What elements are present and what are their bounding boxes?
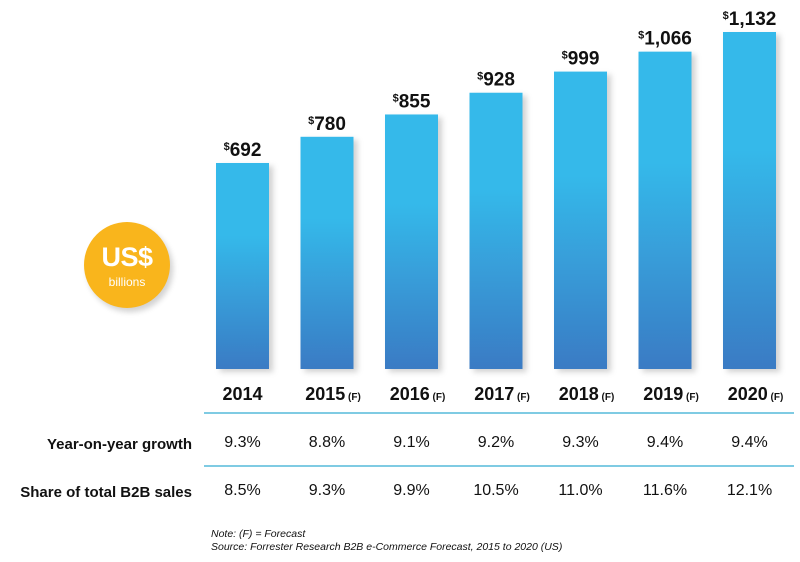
x-tick-label-2016: 2016 (F) (390, 384, 446, 404)
table-cell: 9.4% (731, 434, 768, 451)
bar-value-label-2020: $1,132 (723, 9, 777, 30)
row-label-yoy-growth: Year-on-year growth (46, 436, 192, 453)
bars (216, 32, 776, 370)
bar-value-label-2015: $780 (308, 114, 346, 135)
table-cell: 9.9% (393, 482, 430, 499)
table-cell: 8.5% (224, 482, 261, 499)
bar-value-label-2014: $692 (224, 140, 262, 161)
x-tick-label-2015: 2015 (F) (305, 384, 361, 404)
currency-label: US$ (101, 242, 153, 272)
bar-value-label-2016: $855 (393, 91, 431, 112)
x-tick-label-2018: 2018 (F) (559, 384, 615, 404)
bar-2017 (469, 92, 523, 369)
bar-2014 (216, 162, 269, 369)
bar-value-label-2017: $928 (477, 70, 515, 91)
bar-2020 (723, 32, 776, 369)
x-axis-year-labels: 2014 2015 (F) 2016 (F) 2017 (F) 2018 (F) 2019… (222, 384, 783, 404)
bar-value-labels: $692 $780 $855 $928 $999 $1,066 $1,132 (224, 9, 777, 161)
divider-middle (204, 465, 794, 467)
x-tick-label-2019: 2019 (F) (643, 384, 699, 404)
table-cell: 9.3% (308, 482, 346, 499)
table-cell: 11.0% (558, 482, 603, 499)
bar-2016 (385, 114, 438, 370)
divider-top (204, 412, 794, 414)
bar-value-label-2019: $1,066 (638, 29, 692, 50)
table-cell: 9.3% (562, 434, 599, 451)
source-text: Source: Forrester Research B2B e-Commerc… (211, 541, 563, 553)
table-cell: 10.5% (473, 482, 519, 499)
table-cell: 9.2% (477, 434, 515, 451)
table-cell: 12.1% (726, 482, 773, 499)
table-cell: 9.1% (393, 434, 430, 451)
note-text: Note: (F) = Forecast (211, 528, 306, 540)
table-cell: 9.3% (224, 434, 261, 451)
x-tick-label-2020: 2020 (F) (728, 384, 784, 404)
row-label-share-b2b: Share of total B2B sales (20, 484, 192, 501)
bar-2015 (300, 136, 354, 369)
x-tick-label-2014: 2014 (222, 384, 262, 404)
bar-value-label-2018: $999 (562, 49, 600, 70)
bar-2018 (554, 71, 607, 370)
currency-unit-badge: US$ billions (84, 222, 170, 308)
table-cell: 8.8% (308, 434, 346, 451)
x-tick-label-2017: 2017 (F) (474, 384, 530, 404)
bar-2019 (638, 51, 692, 370)
table-cell: 11.6% (642, 482, 688, 499)
table-cell: 9.4% (646, 434, 684, 451)
unit-label: billions (108, 275, 146, 289)
